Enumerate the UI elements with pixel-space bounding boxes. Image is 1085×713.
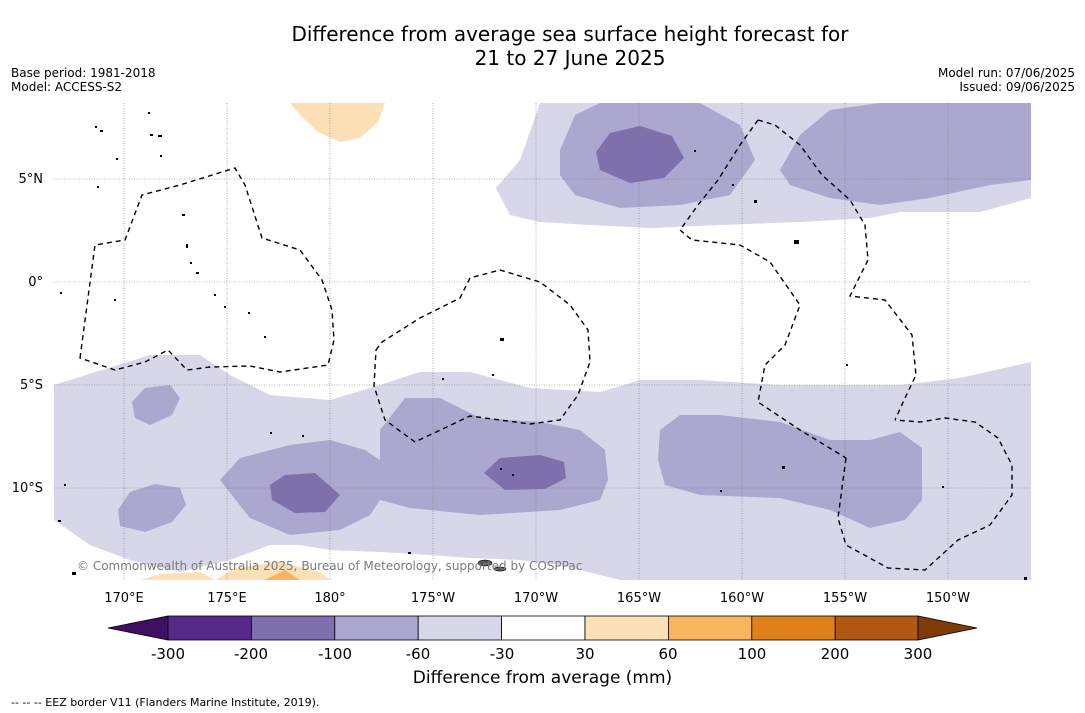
contour-band-minus60-e <box>780 103 1031 205</box>
lon-label-155w: 155°W <box>823 591 867 606</box>
colorbar-tick-30: 30 <box>575 645 595 663</box>
contour-band-minus100 <box>270 473 340 513</box>
colorbar-segment-8 <box>751 615 836 641</box>
graticule <box>54 103 1031 580</box>
lon-label-170w: 170°W <box>514 591 558 606</box>
contour-band-plus60 <box>265 570 300 580</box>
colorbar-segment-3 <box>334 615 419 641</box>
lon-label-175w: 175°W <box>411 591 455 606</box>
colorbar-segment-5 <box>501 615 586 641</box>
contour-band-minus60-b <box>132 385 180 425</box>
contour-band-minus100-b <box>484 455 566 490</box>
colorbar-tick-200: 200 <box>820 645 850 663</box>
eez-border-tokelau <box>373 269 591 443</box>
eez-border-line-islands-b <box>679 119 847 459</box>
eez-border-line-islands <box>757 119 917 421</box>
colorbar-tick-minus200: -200 <box>233 645 269 663</box>
map-title-line1: Difference from average sea surface heig… <box>291 22 849 46</box>
colorbar-title: Difference from average (mm) <box>412 668 673 688</box>
base-period: Base period: 1981-2018 <box>11 66 156 80</box>
colorbar-segment-9 <box>834 615 919 641</box>
colorbar-segment-1 <box>167 615 252 641</box>
contour-band-minus60-c <box>658 415 922 528</box>
lon-label-170e: 170°E <box>104 591 144 606</box>
lon-label-175e: 175°E <box>207 591 247 606</box>
eez-footnote: -- -- -- EEZ border V11 (Flanders Marine… <box>11 696 320 709</box>
colorbar-tick-minus60: -60 <box>405 645 431 663</box>
colorbar-tick-300: 300 <box>903 645 933 663</box>
map-title-line2: 21 to 27 June 2025 <box>474 46 666 70</box>
issued-date: Issued: 09/06/2025 <box>959 80 1075 94</box>
colorbar-tick-100: 100 <box>737 645 767 663</box>
colorbar-extend-high <box>917 615 978 641</box>
lon-label-165w: 165°W <box>617 591 661 606</box>
model-name: Model: ACCESS-S2 <box>11 80 123 94</box>
colorbar-tick-minus100: -100 <box>317 645 353 663</box>
lat-label-0: 0° <box>28 275 43 290</box>
lon-label-180: 180° <box>314 591 345 606</box>
colorbar-segment-7 <box>668 615 753 641</box>
colorbar-tick-minus300: -300 <box>150 645 186 663</box>
colorbar-tick-60: 60 <box>658 645 678 663</box>
map-credit: © Commonwealth of Australia 2025, Bureau… <box>77 559 582 573</box>
colorbar-tick-minus30: -30 <box>489 645 515 663</box>
contour-band-plus30 <box>290 103 385 142</box>
lat-label-5n: 5°N <box>19 172 44 187</box>
lon-label-160w: 160°W <box>720 591 764 606</box>
colorbar-segment-4 <box>417 615 503 641</box>
lat-label-10s: 10°S <box>12 481 43 496</box>
eez-borders <box>79 119 1013 571</box>
colorbar-segment-6 <box>584 615 669 641</box>
eez-border-cook <box>837 417 1013 571</box>
model-run: Model run: 07/06/2025 <box>937 66 1075 80</box>
contour-band-minus60-a <box>118 484 186 532</box>
colorbar-extend-low <box>107 615 169 641</box>
colorbar <box>107 615 978 641</box>
anomaly-field <box>54 103 1031 580</box>
lat-label-5s: 5°S <box>20 378 43 393</box>
islands <box>58 112 1027 580</box>
contour-band-minus100-c <box>596 126 684 183</box>
lon-label-150w: 150°W <box>926 591 970 606</box>
colorbar-segment-2 <box>250 615 336 641</box>
